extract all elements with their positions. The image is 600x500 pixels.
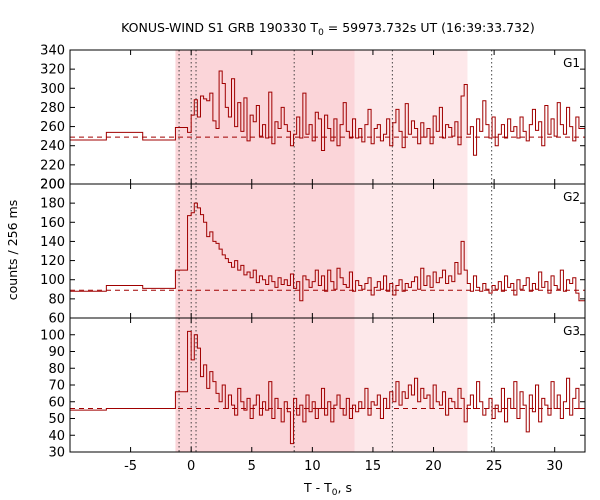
y-tick-label: 280 bbox=[40, 101, 65, 116]
x-tick-label: 25 bbox=[486, 459, 503, 474]
y-tick-label: 80 bbox=[48, 362, 65, 377]
panel-label: G1 bbox=[563, 56, 580, 70]
y-tick-label: 100 bbox=[40, 273, 65, 288]
lightcurve-g1 bbox=[70, 70, 585, 156]
chart-title: KONUS-WIND S1 GRB 190330 T0 = 59973.732s… bbox=[121, 20, 535, 38]
y-tick-label: 120 bbox=[40, 254, 65, 269]
y-tick-label: 300 bbox=[40, 82, 65, 97]
panel-label: G3 bbox=[563, 324, 580, 338]
y-tick-label: 220 bbox=[40, 158, 65, 173]
panel-label: G2 bbox=[563, 190, 580, 204]
x-tick-label: 0 bbox=[187, 459, 195, 474]
x-tick-label: 5 bbox=[248, 459, 256, 474]
x-tick-label: 20 bbox=[425, 459, 442, 474]
y-tick-label: 260 bbox=[40, 120, 65, 135]
lightcurve-g3 bbox=[70, 330, 585, 445]
y-tick-label: 50 bbox=[48, 412, 65, 427]
y-axis-title: counts / 256 ms bbox=[5, 200, 20, 300]
shaded-interval-1 bbox=[175, 50, 355, 452]
y-tick-label: 40 bbox=[48, 429, 65, 444]
x-tick-label: 10 bbox=[304, 459, 321, 474]
y-tick-label: 30 bbox=[48, 446, 65, 461]
y-tick-label: 80 bbox=[48, 292, 65, 307]
panel-g1: 200 220 240 260 280 300 320 340 G1 bbox=[40, 44, 586, 193]
y-tick-label: 140 bbox=[40, 235, 65, 250]
panel-g2: 60 80 100 120 140 160 180 200 G2 bbox=[40, 178, 586, 327]
x-tick-label: -5 bbox=[124, 459, 137, 474]
y-tick-label: 60 bbox=[48, 312, 65, 327]
y-tick-label: 180 bbox=[40, 197, 65, 212]
y-tick-label: 320 bbox=[40, 63, 65, 78]
y-tick-label: 340 bbox=[40, 44, 65, 59]
lightcurve-g2 bbox=[70, 202, 585, 302]
y-tick-label: 200 bbox=[40, 178, 65, 193]
x-axis-title: T - T0, s bbox=[303, 480, 352, 498]
x-tick-label: 30 bbox=[546, 459, 563, 474]
y-tick-label: 200 bbox=[40, 178, 65, 193]
x-tick-label: 15 bbox=[365, 459, 382, 474]
y-tick-label: 90 bbox=[48, 345, 65, 360]
y-tick-label: 160 bbox=[40, 216, 65, 231]
plot-area: 200220240260280300320340G160801001201401… bbox=[40, 44, 586, 474]
y-tick-label: 100 bbox=[40, 328, 65, 343]
y-tick-label: 240 bbox=[40, 139, 65, 154]
y-tick-label: 60 bbox=[48, 395, 65, 410]
y-tick-label: 70 bbox=[48, 379, 65, 394]
